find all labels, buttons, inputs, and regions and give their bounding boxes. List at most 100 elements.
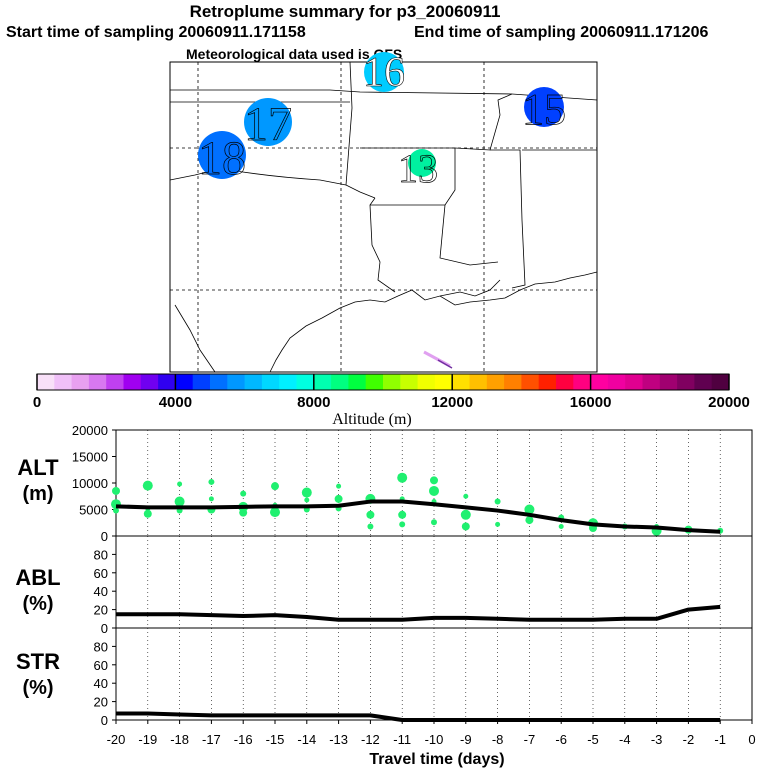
colorbar-tick-label: 12000: [431, 394, 473, 411]
colorbar-swatch: [175, 374, 194, 390]
coast-texas: [269, 271, 598, 373]
state-border-5: [369, 197, 396, 293]
alt-scatter-point: [495, 521, 501, 527]
colorbar-swatch: [521, 374, 540, 390]
colorbar-swatch: [538, 374, 557, 390]
alt-scatter-point: [525, 516, 534, 525]
colorbar-swatch: [54, 374, 73, 390]
str-ytick-label: 20: [94, 695, 108, 710]
colorbar-swatch: [365, 374, 384, 390]
alt-scatter-point: [558, 523, 564, 529]
x-tick-label: -14: [297, 732, 316, 747]
x-tick-label: -9: [460, 732, 472, 747]
colorbar-swatch: [694, 374, 713, 390]
alt-scatter-point: [430, 476, 438, 485]
str-ytick-label: 0: [101, 713, 108, 728]
alt-scatter-point: [301, 487, 312, 498]
abl-ytick-label: 40: [94, 584, 108, 599]
alt-unit-label: (m): [22, 483, 53, 505]
alt-scatter-point: [240, 490, 247, 497]
abl-unit-label: (%): [22, 593, 53, 615]
alt-scatter-point: [270, 507, 280, 518]
str-unit-label: (%): [22, 677, 53, 699]
x-tick-label: -7: [524, 732, 536, 747]
colorbar-swatch: [71, 374, 90, 390]
colorbar-swatch: [313, 374, 332, 390]
colorbar-swatch: [88, 374, 107, 390]
map-gridlines: [170, 62, 597, 372]
str-series-line: [116, 711, 721, 722]
colorbar-swatch: [140, 374, 159, 390]
x-tick-label: 0: [748, 732, 755, 747]
state-border-8: [454, 93, 513, 151]
colorbar-swatch: [192, 374, 211, 390]
alt-scatter-point: [174, 496, 185, 507]
str-ytick-label: 60: [94, 658, 108, 673]
start-time-label: Start time of sampling 20060911.171158: [6, 24, 306, 41]
colorbar-tick-label: 16000: [570, 394, 612, 411]
str-ytick-label: 80: [94, 639, 108, 654]
alt-scatter-point: [494, 498, 501, 505]
alt-ytick-label: 0: [101, 529, 108, 544]
colorbar-label: Altitude (m): [332, 411, 412, 428]
x-tick-label: -5: [587, 732, 599, 747]
alt-scatter-point: [429, 485, 439, 496]
alt-scatter-point: [113, 507, 119, 514]
abl-series-line: [116, 604, 721, 622]
colorbar-tick-label: 4000: [159, 394, 192, 411]
alt-scatter-point: [334, 494, 343, 503]
river-west: [174, 304, 216, 373]
x-tick-label: -6: [555, 732, 567, 747]
colorbar-swatch: [711, 374, 730, 390]
colorbar-swatch: [227, 374, 246, 390]
plume-marker-18: [198, 131, 246, 179]
alt-scatter-point: [431, 519, 437, 526]
colorbar-swatch: [469, 374, 488, 390]
state-border-4: [229, 169, 347, 186]
x-tick-label: -8: [492, 732, 504, 747]
alt-scatter-point: [367, 523, 374, 530]
str-panel-frame: [115, 627, 753, 721]
colorbar-swatch: [659, 374, 678, 390]
x-tick-label: -10: [425, 732, 444, 747]
colorbar-tick-label: 0: [33, 394, 41, 411]
x-tick-label: -4: [619, 732, 631, 747]
colorbar-swatch: [607, 374, 626, 390]
alt-scatter-point: [239, 508, 248, 517]
met-data-label: Meteorological data used is GFS: [186, 46, 403, 62]
alt-scatter-point: [366, 510, 375, 519]
colorbar-swatch: [504, 374, 522, 390]
plume-marker-17: [244, 98, 292, 146]
alt-scatter-point: [208, 478, 215, 485]
alt-series-line: [115, 499, 721, 534]
str-ytick-label: 40: [94, 676, 108, 691]
abl-ytick-label: 60: [94, 566, 108, 581]
x-tick-label: -19: [138, 732, 157, 747]
alt-scatter-point: [304, 497, 310, 503]
alt-scatter-point: [142, 480, 153, 491]
plume-label-16: 16: [363, 50, 405, 96]
x-tick-label: -2: [683, 732, 695, 747]
chart-title: Retroplume summary for p3_20060911: [189, 2, 501, 21]
alt-scatter-point: [112, 486, 120, 495]
alt-scatter-point: [397, 472, 408, 483]
str-label: STR: [16, 649, 60, 674]
x-tick-label: -20: [107, 732, 126, 747]
colorbar-swatch: [296, 374, 315, 390]
colorbar-swatch: [331, 374, 349, 390]
x-tick-label: -12: [361, 732, 380, 747]
state-border-9: [490, 149, 526, 289]
colorbar-swatch: [417, 374, 436, 390]
alt-scatter-point: [271, 482, 279, 491]
abl-ytick-label: 80: [94, 547, 108, 562]
alt-scatter-point: [208, 496, 214, 502]
x-tick-label: -3: [651, 732, 663, 747]
alt-scatter-point: [398, 510, 407, 519]
plume-marker-13: [408, 149, 436, 177]
x-tick-label: -1: [714, 732, 726, 747]
alt-scatter-point: [177, 481, 183, 487]
colorbar-swatch: [37, 374, 55, 390]
end-time-label: End time of sampling 20060911.171206: [414, 24, 709, 41]
colorbar-swatch: [279, 374, 297, 390]
